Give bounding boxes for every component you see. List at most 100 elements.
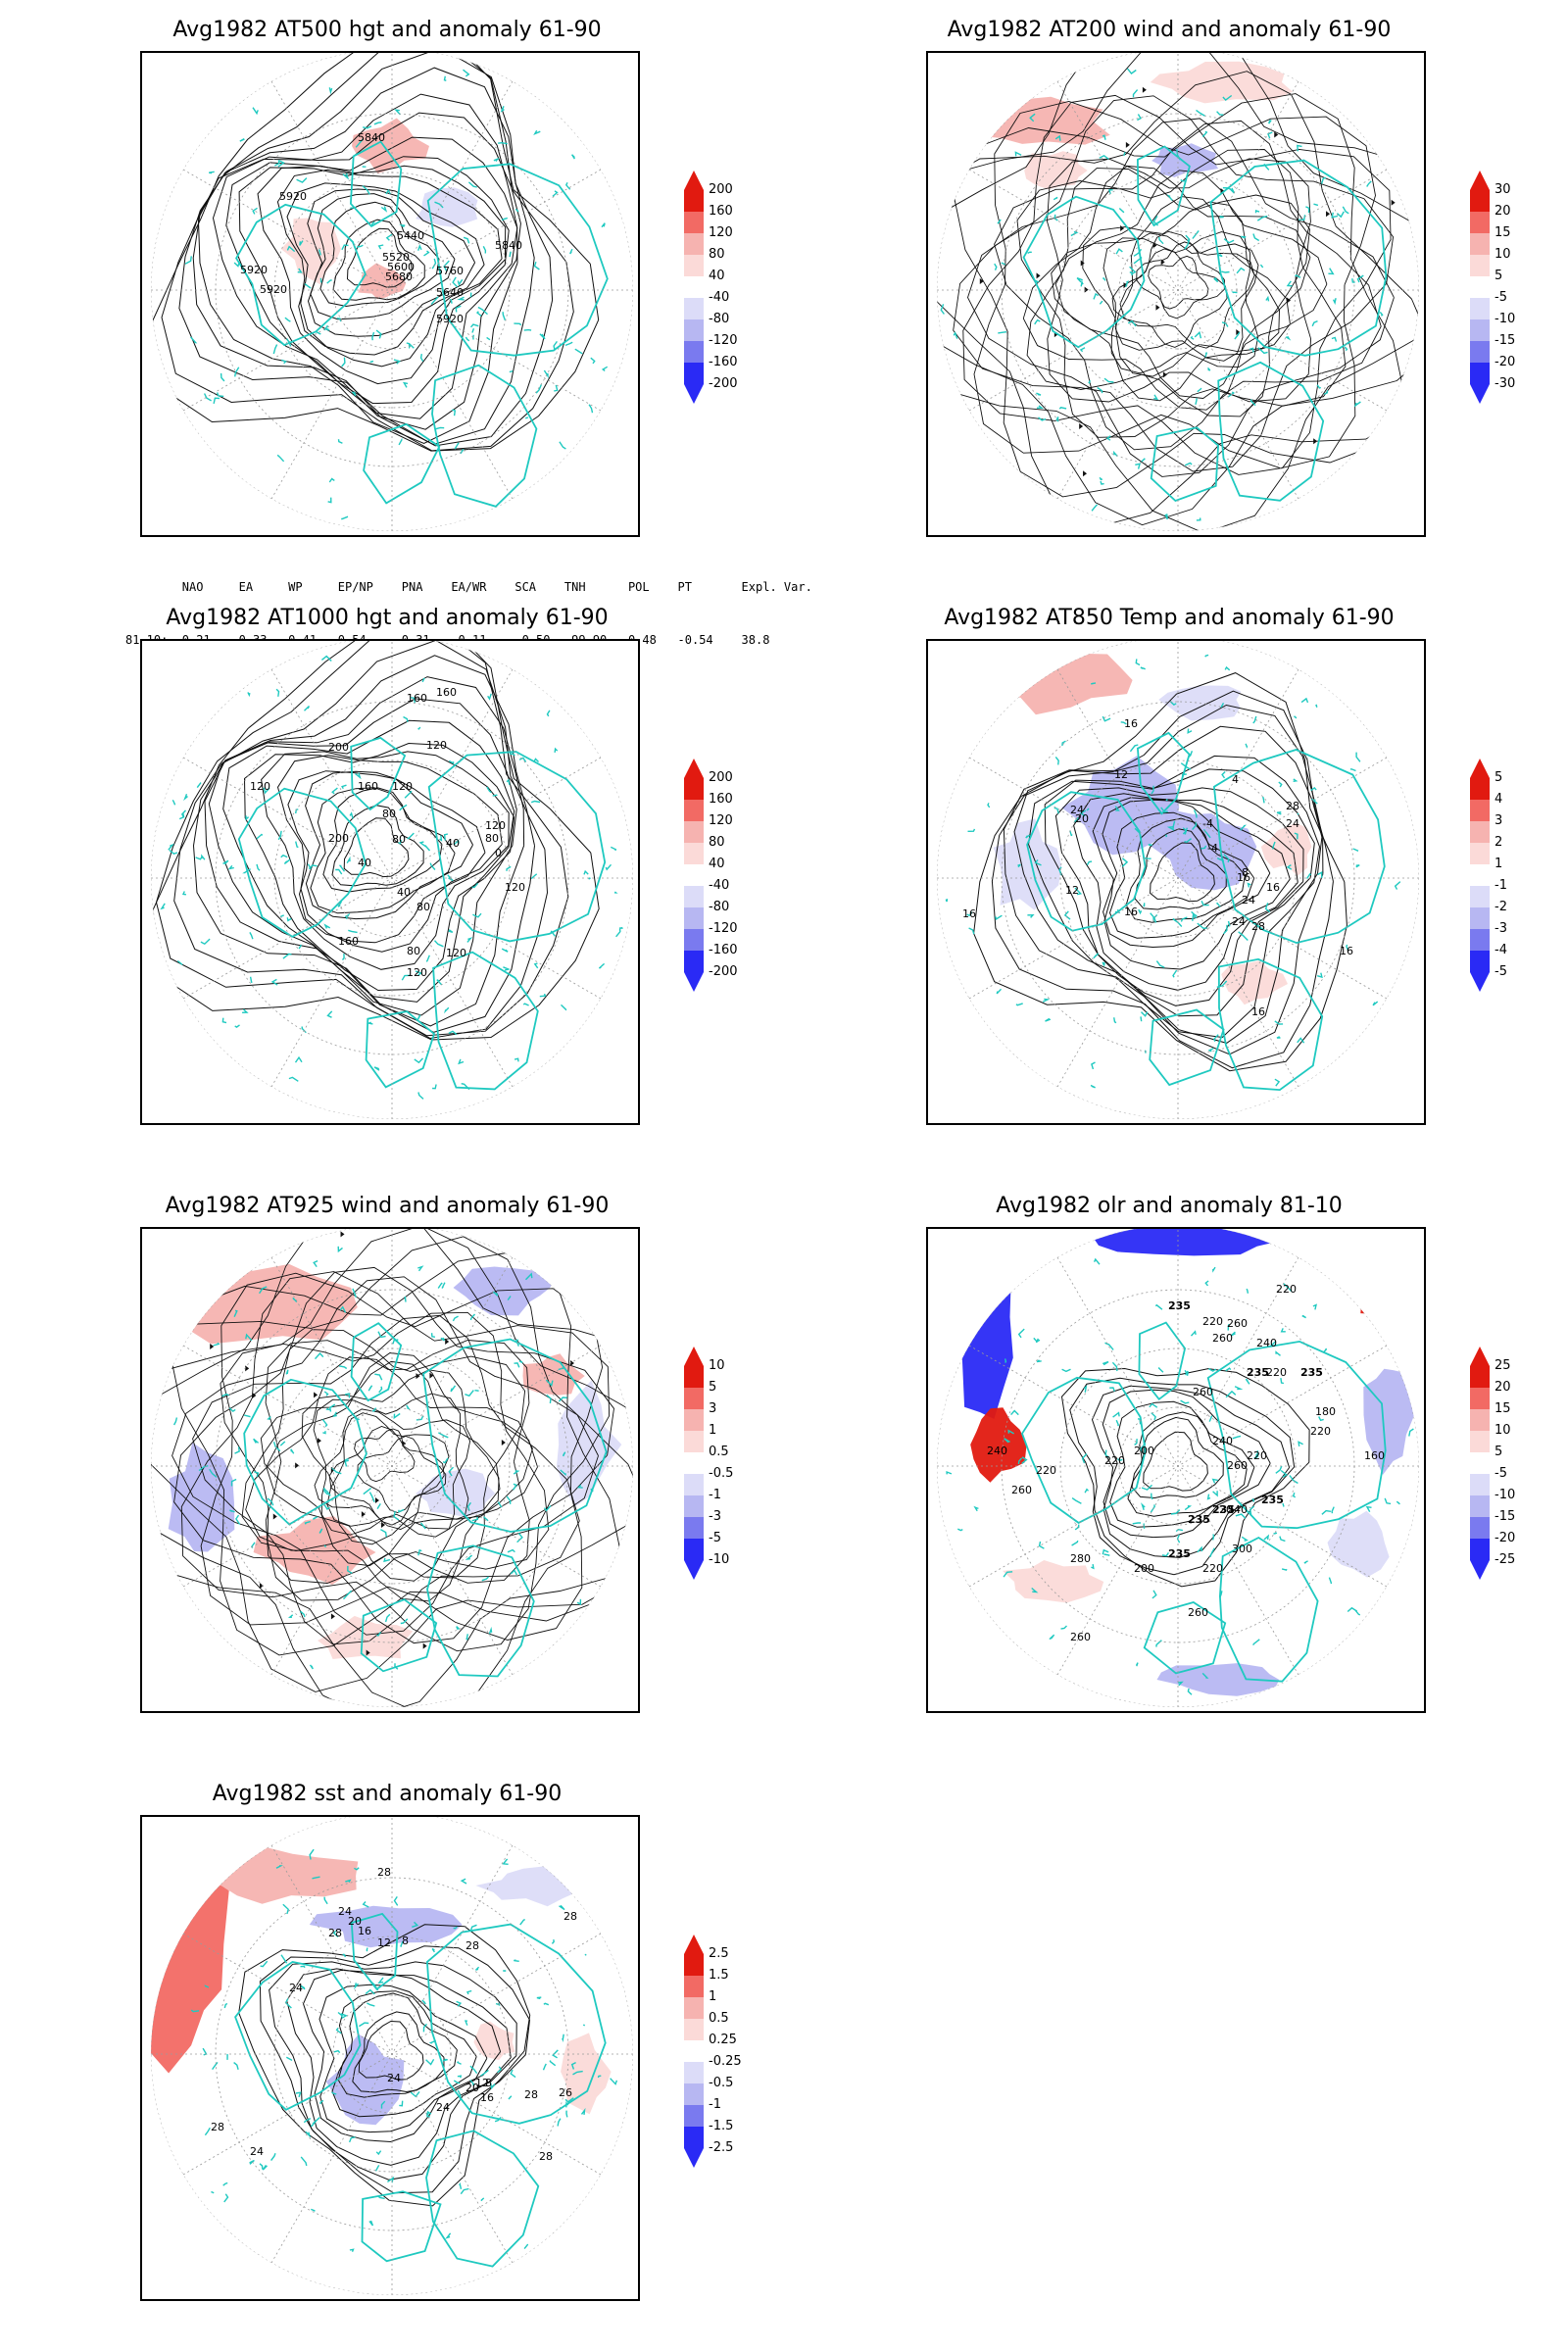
polar-map: 5840 5920 5440 5520 5600 5680 5760 5640 5840 5920… <box>140 51 640 537</box>
streamline-arrow <box>445 1339 450 1346</box>
coastline-detail <box>1165 834 1168 838</box>
contour-label: 16 <box>1251 1005 1265 1018</box>
contour-line <box>208 698 517 1016</box>
coastline-detail <box>1193 809 1198 818</box>
coastline-detail <box>200 938 211 946</box>
coastline-detail <box>1155 960 1165 968</box>
colorbar-label: 2.5 <box>709 1946 729 1961</box>
coastline-detail <box>1153 394 1159 401</box>
contour-line <box>307 188 476 337</box>
contour-line <box>286 1968 512 2166</box>
streamline <box>1148 255 1209 310</box>
colorbar-label: -1 <box>1494 878 1507 893</box>
coastline-detail <box>1001 262 1006 266</box>
coastline <box>350 736 407 811</box>
panel-sst: Avg1982 sst and anomaly 61-90 28 28 24 20 16… <box>0 1764 784 2352</box>
coastline-detail <box>957 1528 963 1532</box>
coastline-detail <box>1170 1509 1181 1515</box>
map-layers <box>151 1817 633 2295</box>
coastline-detail <box>1063 910 1071 920</box>
streamline <box>172 1276 599 1636</box>
coastline-detail <box>1301 1314 1306 1319</box>
anomaly-shading <box>993 818 1062 910</box>
contour-label: 260 <box>1070 1631 1091 1643</box>
contour-label: 200 <box>1134 1445 1154 1457</box>
coastline-detail <box>259 2163 264 2170</box>
streamline-arrow <box>380 1522 385 1529</box>
colorbar-label: -120 <box>709 921 738 936</box>
coastline-detail <box>272 1441 281 1452</box>
coastline-detail <box>424 845 431 852</box>
coastline-detail <box>576 1484 583 1489</box>
coastline-detail <box>1231 291 1238 294</box>
coastline-detail <box>469 2065 478 2075</box>
coastline-detail <box>393 359 401 365</box>
coastline-detail <box>432 1084 437 1090</box>
contour-label: 235 <box>1212 1503 1235 1516</box>
coastline-detail <box>1267 131 1273 139</box>
coastline-detail <box>1355 752 1361 762</box>
colorbar-swatch <box>684 1954 704 1976</box>
streamline <box>192 1314 580 1645</box>
contour-line <box>1044 768 1315 1017</box>
coastline-detail <box>1004 1358 1007 1363</box>
coastline-detail <box>1192 229 1200 239</box>
coastline-detail <box>363 1487 372 1495</box>
anomaly-shading <box>1152 143 1219 177</box>
coastline-detail <box>1102 276 1106 281</box>
coastline-detail <box>305 2131 311 2138</box>
coastline-detail <box>1184 838 1192 844</box>
coastline-detail <box>1143 903 1146 907</box>
coastline-detail <box>221 1393 229 1397</box>
coastline-detail <box>501 217 509 221</box>
coastline-detail <box>1140 666 1146 670</box>
contour-line <box>331 805 424 887</box>
colorbar-swatch <box>1470 1388 1490 1409</box>
coastline-detail <box>550 930 556 937</box>
colorbar-label: 80 <box>709 247 725 262</box>
coastline <box>1150 426 1220 503</box>
coastline-detail <box>1323 390 1329 395</box>
contour-label: -4 <box>1202 817 1213 830</box>
coastline-detail <box>448 929 454 933</box>
coastline-detail <box>404 790 413 799</box>
contour-label: 120 <box>446 947 466 959</box>
coastline-detail <box>1180 178 1186 182</box>
colorbar-label: 20 <box>1494 1380 1511 1395</box>
colorbar-label: 1 <box>1494 857 1503 871</box>
coastline-detail <box>466 1634 469 1641</box>
coastline-detail <box>514 322 522 326</box>
colorbar-swatch <box>684 864 704 886</box>
coastline-detail <box>1017 863 1021 868</box>
coastline-detail <box>300 1965 306 1969</box>
coastline-detail <box>355 138 365 148</box>
streamline <box>1102 231 1259 374</box>
colorbar-swatch <box>1470 1517 1490 1539</box>
colorbar-label: 80 <box>709 835 725 850</box>
coastline-detail <box>475 311 482 317</box>
coastline-detail <box>1058 407 1067 410</box>
coastline-detail <box>546 1395 552 1403</box>
coastline <box>1218 1536 1319 1683</box>
streamline-arrow <box>374 1497 379 1504</box>
streamline <box>953 93 1405 498</box>
contour-label: 16 <box>962 907 976 920</box>
coastline-detail <box>1132 1522 1142 1525</box>
colorbar-label: -5 <box>1494 964 1507 979</box>
coastline-detail <box>1102 1360 1109 1366</box>
coastline-detail <box>1197 922 1208 929</box>
colorbar-label: 1.5 <box>709 1968 729 1983</box>
streamline <box>245 1356 533 1602</box>
colorbar-swatch <box>684 1539 704 1560</box>
coastline-detail <box>448 1466 455 1477</box>
coastline-detail <box>1102 134 1106 140</box>
coastline-detail <box>1297 1037 1305 1044</box>
coastline-detail <box>256 833 264 840</box>
contour-label: 12 <box>1065 884 1079 897</box>
contour-line <box>1027 755 1321 1039</box>
coastline-detail <box>543 369 549 379</box>
coastline-detail <box>412 1921 419 1928</box>
contour-label: 235 <box>1247 1366 1269 1379</box>
coastline-detail <box>1310 786 1317 792</box>
coastline-detail <box>973 1505 979 1512</box>
